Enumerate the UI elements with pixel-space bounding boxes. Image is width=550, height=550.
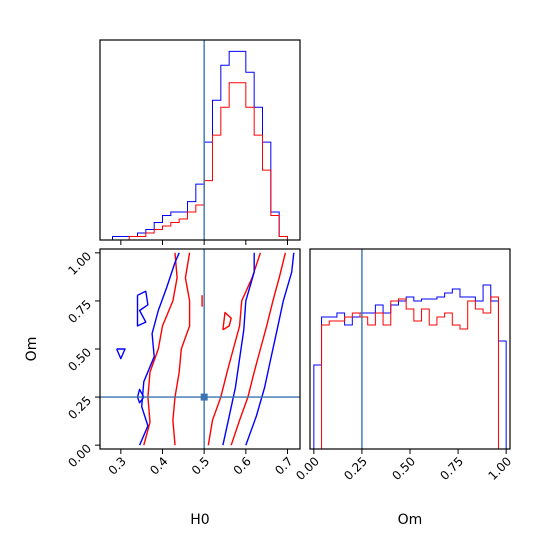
om-ytick-label-2: 0.50 (65, 345, 94, 374)
om-xtick-label-3: 0.75 (437, 454, 466, 483)
h0-xtick-label-1: 0.4 (147, 454, 170, 477)
contour-line-8 (245, 252, 295, 446)
contour-truth-marker (200, 393, 208, 401)
om-hist-series-0 (313, 284, 507, 449)
h0-marginal-frame (99, 39, 301, 241)
contour-line-7 (222, 252, 255, 446)
om-xtick-label-0: 0.00 (293, 454, 322, 483)
om-marginal-frame (309, 248, 511, 450)
contour-line-4 (222, 311, 232, 331)
om-ytick-label-4: 1.00 (65, 249, 94, 278)
om-ytick-label-0: 0.00 (65, 441, 94, 470)
h0-xtick-label-0: 0.3 (106, 454, 129, 477)
om-hist-series-1 (313, 296, 507, 449)
om-marginal-panel: 0.00 0.25 0.50 0.75 1.00 (293, 248, 514, 483)
h0-hist-series-0 (104, 50, 296, 240)
contour-line-2 (207, 252, 262, 446)
om-y-axis-label: Om (24, 337, 40, 362)
contour-line-6 (138, 252, 180, 446)
h0-axis-label: H0 (190, 512, 209, 528)
om-xtick-label-2: 0.50 (389, 454, 418, 483)
om-axis-label: Om (398, 512, 423, 528)
contour-line-10 (116, 348, 126, 360)
contour-line-3 (230, 252, 287, 446)
om-ytick-label-3: 0.75 (65, 297, 94, 326)
om-xtick-label-4: 1.00 (485, 454, 514, 483)
h0-om-contour-panel: 0.3 0.4 0.5 0.6 0.7 0.00 0.25 0.50 0.75 1.00 (65, 248, 301, 478)
h0-xtick-label-3: 0.6 (231, 454, 254, 477)
contour-line-9 (136, 290, 149, 327)
om-xtick-label-1: 0.25 (341, 454, 370, 483)
h0-xtick-label-2: 0.5 (189, 454, 212, 477)
contour-line-0 (143, 252, 178, 446)
h0-hist-series-1 (104, 82, 296, 240)
om-ytick-label-1: 0.25 (65, 393, 94, 422)
contour-frame (99, 248, 301, 450)
h0-xtick-label-4: 0.7 (272, 454, 295, 477)
contour-line-1 (172, 252, 191, 446)
h0-marginal-panel (99, 39, 301, 245)
